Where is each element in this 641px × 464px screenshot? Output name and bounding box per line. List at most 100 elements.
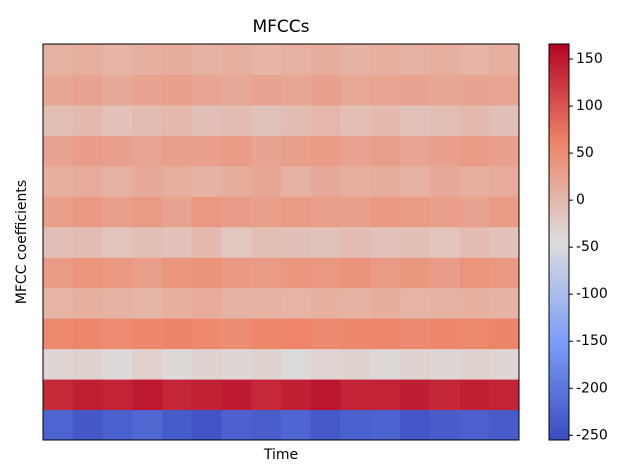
heatmap-cell (222, 288, 252, 319)
colorbar-tick-label: 50 (576, 145, 594, 161)
heatmap-cell (251, 410, 281, 441)
heatmap-cell (222, 257, 252, 288)
heatmap-cell (430, 379, 460, 410)
heatmap-cell (222, 196, 252, 227)
heatmap-cell (281, 105, 311, 136)
heatmap-cell (460, 166, 490, 197)
heatmap-cell (311, 349, 341, 380)
heatmap-cell (192, 288, 222, 319)
heatmap-cell (73, 379, 103, 410)
heatmap-cell (251, 227, 281, 258)
heatmap-cell (489, 227, 519, 258)
heatmap-cell (460, 318, 490, 349)
heatmap-cell (132, 227, 162, 258)
heatmap-cell (341, 410, 371, 441)
heatmap-cell (341, 379, 371, 410)
heatmap-cell (132, 257, 162, 288)
heatmap-cell (341, 196, 371, 227)
colorbar-tick-label: 100 (576, 98, 603, 114)
heatmap-cell (73, 105, 103, 136)
heatmap-cell (73, 410, 103, 441)
heatmap-cell (430, 166, 460, 197)
heatmap-cell (311, 410, 341, 441)
heatmap-cell (162, 257, 192, 288)
heatmap-cell (132, 135, 162, 166)
heatmap-cell (132, 410, 162, 441)
heatmap-cell (162, 410, 192, 441)
heatmap-cell (162, 288, 192, 319)
heatmap-cell (460, 379, 490, 410)
heatmap-cell (489, 257, 519, 288)
heatmap-cell (43, 379, 73, 410)
heatmap-cell (370, 257, 400, 288)
heatmap-cell (460, 288, 490, 319)
heatmap-cell (341, 105, 371, 136)
colorbar-tick-label: 0 (576, 192, 585, 208)
heatmap-cell (489, 166, 519, 197)
heatmap-cell (103, 410, 133, 441)
heatmap-cell (460, 257, 490, 288)
heatmap-cell (489, 135, 519, 166)
heatmap-cell (311, 135, 341, 166)
heatmap-cell (460, 349, 490, 380)
heatmap-cell (400, 74, 430, 105)
heatmap-cell (251, 44, 281, 75)
heatmap-cell (400, 318, 430, 349)
heatmap-cell (251, 288, 281, 319)
heatmap-cell (43, 166, 73, 197)
heatmap-cell (281, 318, 311, 349)
heatmap-cell (430, 135, 460, 166)
heatmap-cell (370, 379, 400, 410)
heatmap-cell (430, 196, 460, 227)
heatmap-cell (73, 349, 103, 380)
heatmap-cell (460, 410, 490, 441)
heatmap-cell (43, 349, 73, 380)
heatmap-cell (251, 318, 281, 349)
heatmap-cell (430, 410, 460, 441)
heatmap-cell (311, 257, 341, 288)
heatmap-cell (370, 349, 400, 380)
heatmap-cell (103, 196, 133, 227)
heatmap-cell (103, 227, 133, 258)
heatmap-cell (162, 227, 192, 258)
heatmap-cell (103, 74, 133, 105)
heatmap-cell (400, 410, 430, 441)
heatmap-cell (251, 166, 281, 197)
heatmap-cell (341, 257, 371, 288)
heatmap-cell (311, 105, 341, 136)
heatmap-cell (162, 74, 192, 105)
heatmap-cell (192, 105, 222, 136)
colorbar-tick-label: -50 (576, 239, 599, 255)
heatmap-cell (43, 227, 73, 258)
heatmap-cell (132, 74, 162, 105)
heatmap-cell (370, 227, 400, 258)
heatmap-cell (370, 166, 400, 197)
heatmap-cell (489, 349, 519, 380)
heatmap-cell (192, 227, 222, 258)
heatmap-cell (132, 288, 162, 319)
heatmap-cell (400, 166, 430, 197)
colorbar-tick-label: 150 (576, 51, 603, 67)
heatmap-cell (311, 196, 341, 227)
heatmap-cell (103, 257, 133, 288)
heatmap-cell (430, 318, 460, 349)
heatmap-cell (489, 74, 519, 105)
heatmap-cell (192, 135, 222, 166)
heatmap-cell (341, 288, 371, 319)
colorbar-tick-label: -100 (576, 286, 608, 302)
heatmap-cell (132, 44, 162, 75)
heatmap-cell (132, 349, 162, 380)
heatmap-cell (222, 318, 252, 349)
heatmap-cell (73, 288, 103, 319)
heatmap-cell (192, 410, 222, 441)
heatmap-cell (281, 349, 311, 380)
heatmap-cell (281, 379, 311, 410)
heatmap-cell (400, 227, 430, 258)
heatmap-cell (489, 318, 519, 349)
heatmap-cell (222, 135, 252, 166)
heatmap-cell (162, 349, 192, 380)
heatmap-cell (370, 44, 400, 75)
heatmap-cell (73, 135, 103, 166)
heatmap-cell (430, 227, 460, 258)
heatmap-cell (460, 135, 490, 166)
